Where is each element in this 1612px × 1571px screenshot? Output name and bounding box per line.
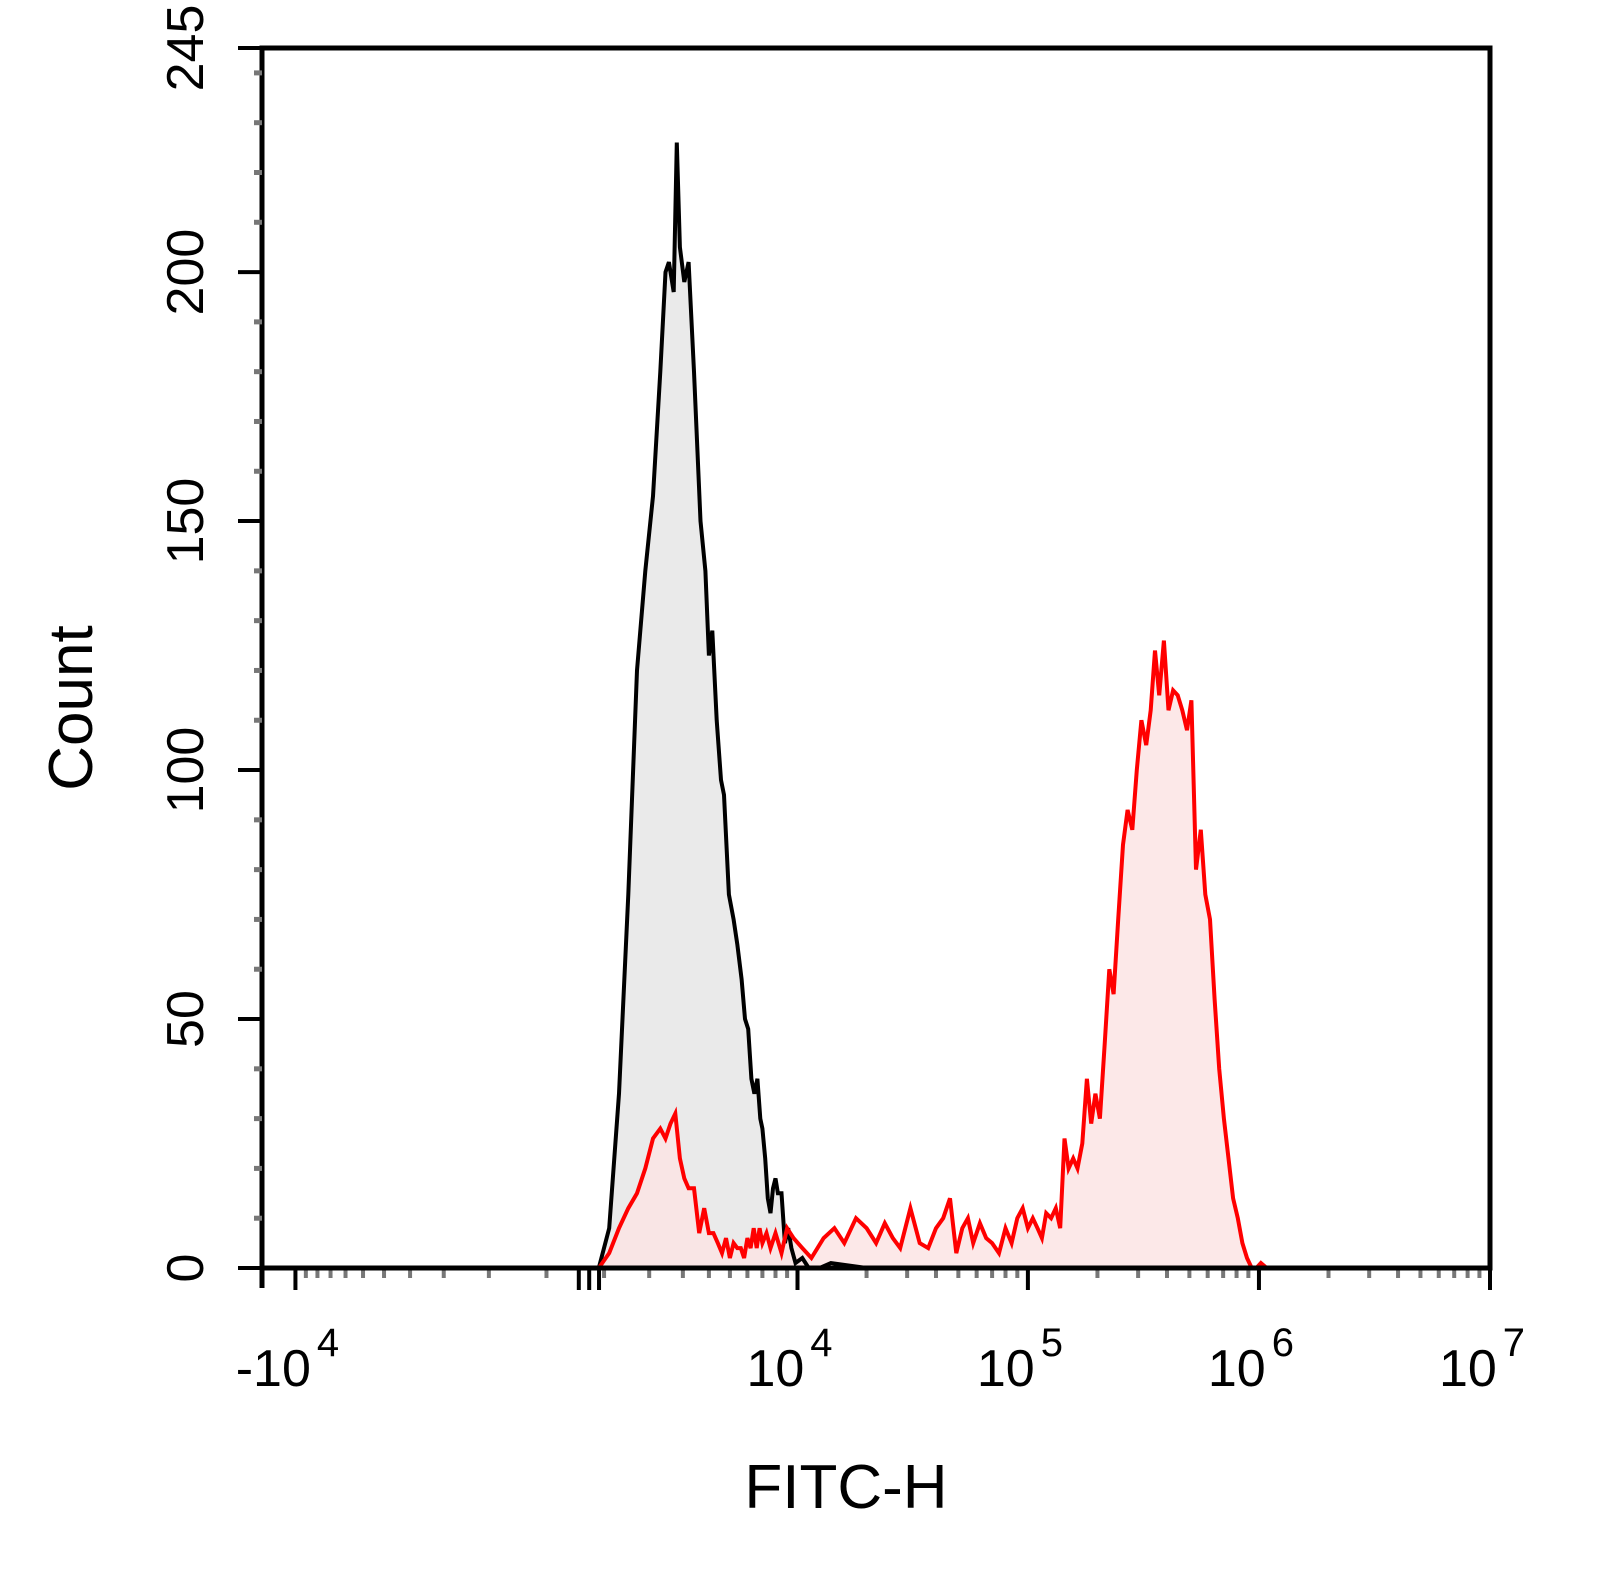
y-tick-label: 150	[157, 478, 215, 565]
series-fills	[598, 142, 1474, 1269]
x-axis-title: FITC-H	[744, 1453, 947, 1522]
y-tick-label: 100	[157, 727, 215, 814]
y-tick-label: 245	[157, 5, 215, 92]
x-tick-label: 10 6	[1208, 1321, 1294, 1398]
series-0-area	[598, 142, 1474, 1269]
y-tick-label: 200	[157, 229, 215, 316]
x-tick-label: -10 4	[236, 1321, 339, 1398]
y-tick-label: 0	[157, 1254, 215, 1283]
x-tick-label: 10 4	[746, 1321, 832, 1398]
y-axis-title: Count	[37, 625, 106, 790]
x-tick-label: 10 7	[1439, 1321, 1525, 1398]
plot-frame	[259, 45, 1493, 1271]
y-axis: 0 50 100 150 200 245	[157, 5, 265, 1288]
y-tick-label: 50	[157, 990, 215, 1048]
x-tick-label: 10 5	[977, 1321, 1063, 1398]
series-1-area	[598, 640, 1474, 1268]
series-1-line	[597, 640, 1474, 1270]
minor-ticks	[303, 1268, 1482, 1290]
x-axis: -10 4 10 4 10 5 10 6 10 7	[236, 1265, 1525, 1398]
